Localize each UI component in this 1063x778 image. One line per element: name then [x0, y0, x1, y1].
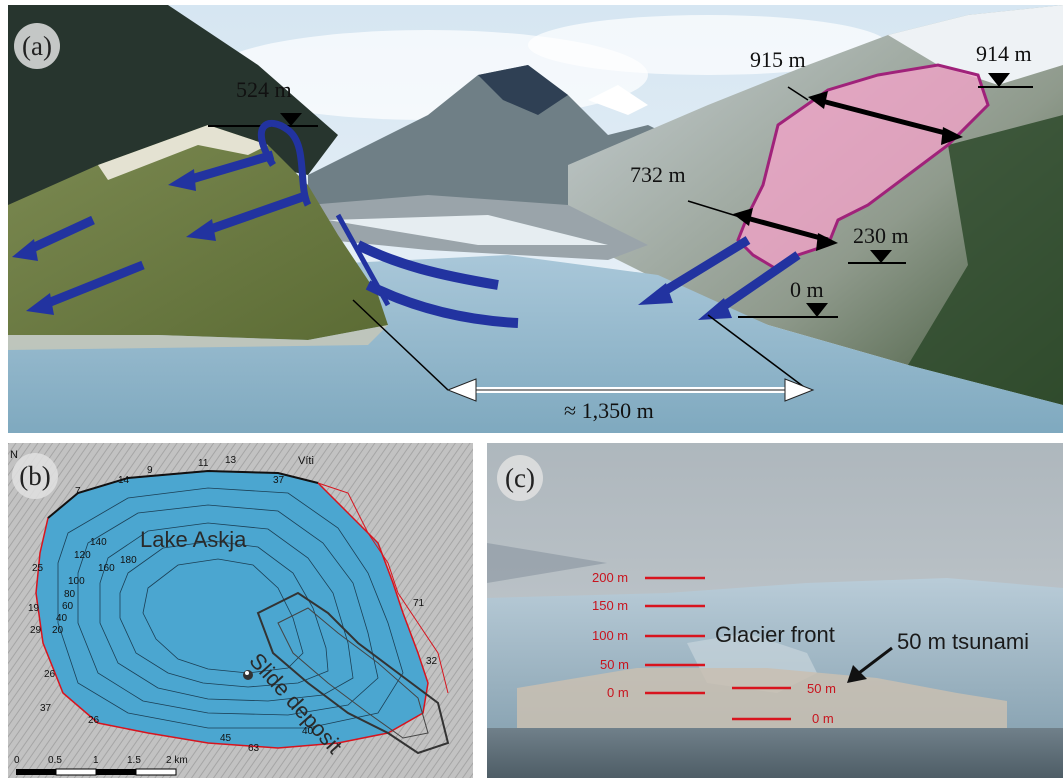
contour-label: 160 [98, 563, 115, 574]
panel-c-illustration [487, 443, 1063, 778]
glacier-front-label: Glacier front [715, 622, 835, 647]
viti-label: Víti [298, 455, 314, 467]
shore-height: 13 [225, 455, 237, 466]
contour-label: 40 [56, 613, 68, 624]
shore-height: 40 [302, 726, 314, 737]
scale-label-0: 0 m [607, 685, 629, 700]
tsunami-label: 50 m tsunami [897, 629, 1030, 654]
shore-height: 29 [30, 625, 42, 636]
contour-label: 20 [52, 625, 64, 636]
scale-tick: 1.5 [127, 755, 141, 766]
contour-label: 180 [120, 555, 137, 566]
elevation-marker-230 [870, 250, 892, 263]
elevation-label-915: 915 m [750, 47, 806, 72]
elevation-label-524: 524 m [236, 77, 292, 102]
panel-a-label: (a) [14, 23, 60, 69]
contour-label: 80 [64, 589, 76, 600]
shore-height: 37 [273, 475, 285, 486]
wave-label-0: 0 m [812, 711, 834, 726]
elevation-marker-0 [806, 303, 828, 317]
elevation-marker-914 [988, 73, 1010, 87]
scale-tick: 1 [93, 755, 99, 766]
scale-label-100: 100 m [592, 628, 629, 643]
contour-label: 120 [74, 550, 91, 561]
panel-c-label: (c) [497, 455, 543, 501]
north-label: N [10, 449, 18, 461]
shore-height: 11 [198, 458, 209, 469]
panel-a-photo: (a) 524 m 915 m 914 m 732 m 230 m 0 m ≈ … [8, 5, 1063, 433]
shore-height: 26 [44, 669, 56, 680]
shore-height: 9 [147, 465, 153, 476]
scale-tick: 0.5 [48, 755, 62, 766]
elevation-marker-524 [280, 113, 302, 126]
shore-height: 37 [40, 703, 52, 714]
contour-label: 60 [62, 601, 74, 612]
scale-tick: 0 [14, 755, 20, 766]
contour-label: 100 [68, 576, 85, 587]
slide-area [736, 63, 990, 272]
distance-label: ≈ 1,350 m [564, 398, 654, 423]
elevation-label-230: 230 m [853, 223, 909, 248]
shore-height: 32 [426, 656, 438, 667]
contour-label: 140 [90, 537, 107, 548]
shore-height: 25 [32, 563, 44, 574]
wave-label-50: 50 m [807, 681, 836, 696]
panel-c-photo: (c) 200 m 150 m 100 m 50 m 0 m Glacier f… [487, 443, 1063, 778]
shore-height: 26 [88, 715, 100, 726]
shore-height: 71 [413, 598, 425, 609]
slide-deposit-outline [256, 591, 450, 755]
panel-a-illustration [8, 5, 1063, 433]
scale-label-50: 50 m [600, 657, 629, 672]
scale-label-200: 200 m [592, 570, 629, 585]
lake-name: Lake Askja [140, 527, 247, 552]
elevation-label-914: 914 m [976, 41, 1032, 66]
panel-b-label: (b) [12, 453, 58, 499]
elevation-label-0: 0 m [790, 277, 824, 302]
shore-height: 19 [28, 603, 40, 614]
panel-b-bathymetry-map [8, 443, 473, 778]
shore-height: 45 [220, 733, 232, 744]
tsunami-wave [517, 668, 1007, 733]
scale-tick: 2 km [166, 755, 188, 766]
panel-b-map: (b) N Víti Lake Askja Slide deposit 140 … [8, 443, 473, 778]
shore-height: 14 [118, 475, 130, 486]
elevation-label-732: 732 m [630, 162, 686, 187]
shore-height: 7 [75, 486, 81, 497]
shore-height: 63 [248, 743, 260, 754]
scale-label-150: 150 m [592, 598, 629, 613]
